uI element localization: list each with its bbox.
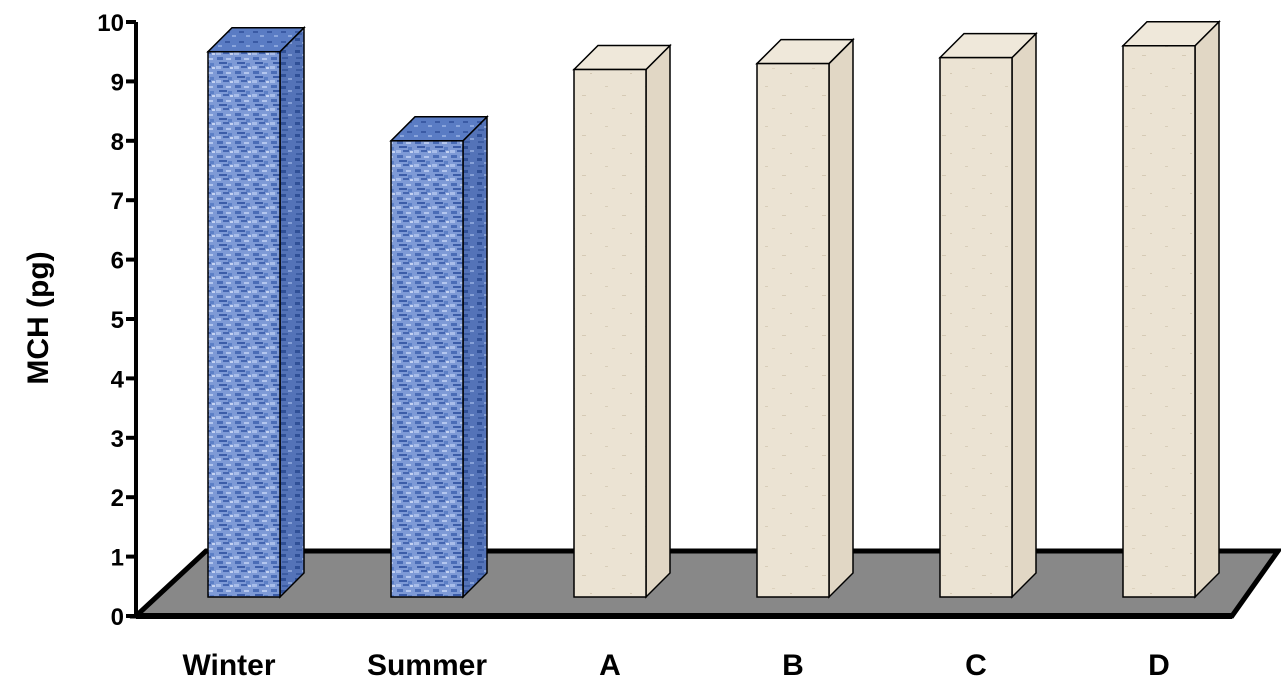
y-tick-label: 3 <box>111 426 124 453</box>
bar-a <box>572 43 672 599</box>
bar-front-face <box>1122 45 1196 598</box>
bar-front-face <box>939 56 1013 598</box>
category-labels: Winter Summer A B C D <box>182 649 1169 682</box>
floor-plane <box>129 548 1281 619</box>
x-category-label: Winter <box>182 649 275 682</box>
x-category-label: B <box>782 649 804 682</box>
y-tick-label: 7 <box>111 188 124 215</box>
y-tick-label: 1 <box>111 545 124 572</box>
y-tick-label: 10 <box>97 10 124 37</box>
bar-side-face <box>462 114 488 599</box>
bar-front-face <box>573 68 647 598</box>
y-tick-label: 4 <box>111 366 125 393</box>
bar-side-face <box>1011 31 1037 599</box>
x-category-label: C <box>965 649 987 682</box>
bar-front-face <box>207 50 281 598</box>
x-category-label: Summer <box>367 649 487 682</box>
bar-side-face <box>828 37 854 599</box>
bar-b <box>755 37 855 599</box>
y-tick-label: 8 <box>111 129 124 156</box>
bars-group <box>206 19 1221 599</box>
y-tick-label: 0 <box>111 604 124 631</box>
y-tick-label: 9 <box>111 69 124 96</box>
y-axis: 0 1 2 3 4 5 6 7 8 9 10 <box>97 10 138 631</box>
bar-side-face <box>645 43 671 599</box>
bar-d <box>1121 19 1221 599</box>
bar-c <box>938 31 1038 599</box>
y-tick-label: 6 <box>111 248 124 275</box>
bar-front-face <box>390 140 464 598</box>
bar-side-face <box>1194 19 1220 599</box>
chart-floor <box>129 548 1281 619</box>
x-category-label: D <box>1148 649 1170 682</box>
bar-side-face <box>279 25 305 599</box>
bar-winter <box>206 25 306 599</box>
bar-front-face <box>756 62 830 598</box>
y-tick-label: 5 <box>111 307 124 334</box>
y-axis-label: MCH (pg) <box>22 251 55 384</box>
x-category-label: A <box>599 649 621 682</box>
y-tick-label: 2 <box>111 485 124 512</box>
bar-summer <box>389 114 489 599</box>
